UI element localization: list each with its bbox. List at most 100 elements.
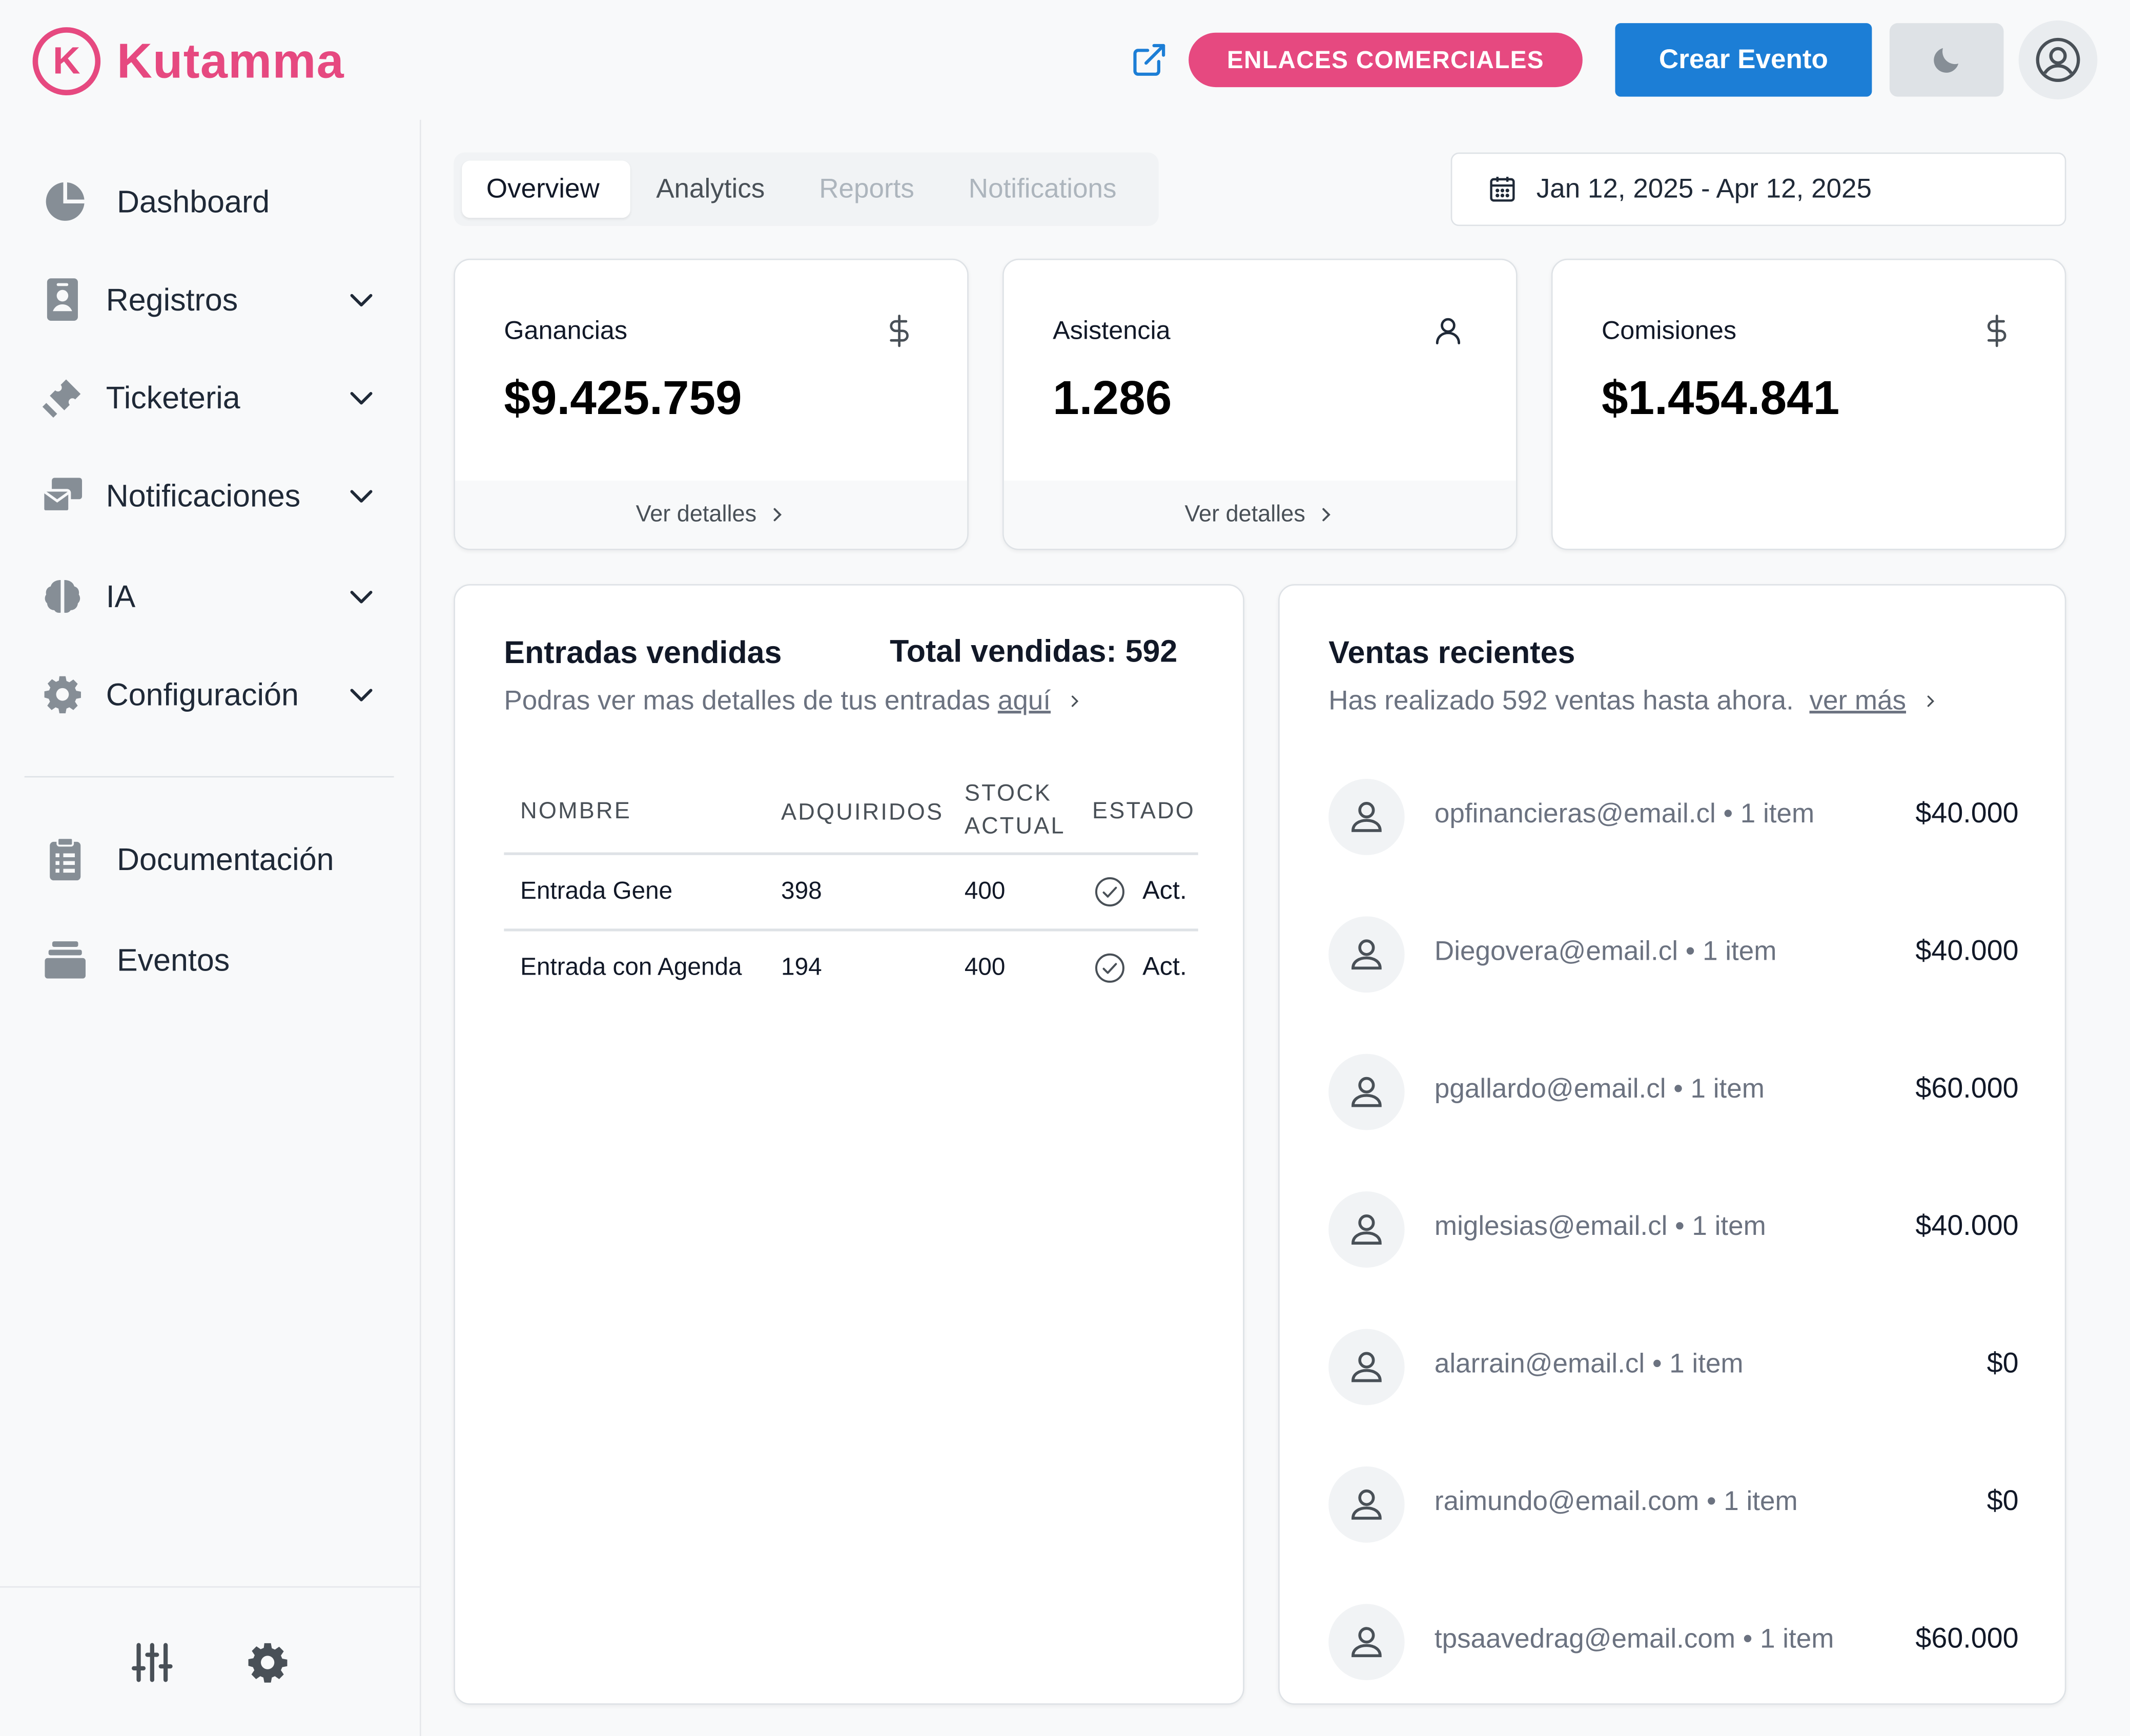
profile-button[interactable] (2018, 20, 2098, 99)
sale-list-item[interactable]: miglesias@email.cl • 1 item $40.000 (1328, 1191, 2019, 1268)
sale-email: miglesias@email.cl • 1 item (1434, 1211, 1766, 1242)
table-divider (504, 852, 1198, 855)
entradas-total: Total vendidas: 592 (890, 633, 1178, 669)
settings-gear-icon[interactable] (244, 1639, 291, 1685)
tab-reports[interactable]: Reports (819, 173, 914, 204)
avatar (1328, 1329, 1405, 1406)
user-avatar-icon (1351, 1077, 1382, 1107)
date-range-text: Jan 12, 2025 - Apr 12, 2025 (1536, 173, 1872, 204)
column-header-stock-line1: STOCK (964, 780, 1052, 807)
theme-toggle-button[interactable] (1889, 23, 2004, 97)
sale-amount: $40.000 (1915, 1210, 2019, 1242)
chevron-right-icon (1071, 695, 1079, 707)
entradas-subtitle: Podras ver mas detalles de tus entradas … (504, 686, 1082, 717)
user-avatar-icon (1351, 1489, 1382, 1520)
ver-detalles-link[interactable]: Ver detalles (455, 481, 968, 549)
status-badge: Act. (1094, 876, 1187, 908)
sale-list-item[interactable]: raimundo@email.com • 1 item $0 (1328, 1466, 2019, 1543)
sale-email: tpsaavedrag@email.com • 1 item (1434, 1624, 1834, 1655)
sidebar-item-label: Eventos (116, 941, 230, 977)
calendar-icon (1490, 177, 1515, 202)
table-divider (504, 928, 1198, 931)
gear-icon (38, 670, 87, 719)
avatar (1328, 916, 1405, 993)
sidebar-item-ticketeria[interactable]: Ticketeria (38, 373, 373, 422)
chevron-right-icon (1927, 695, 1934, 707)
ventas-card: Ventas recientes Has realizado 592 venta… (1278, 584, 2066, 1705)
sidebar-item-ia[interactable]: IA (38, 572, 373, 621)
stat-value: $9.425.759 (504, 371, 742, 425)
date-range-picker[interactable]: Jan 12, 2025 - Apr 12, 2025 (1450, 152, 2066, 226)
chevron-right-icon (773, 508, 782, 522)
sidebar-item-label: Documentación (116, 840, 334, 876)
check-circle-icon (1095, 953, 1124, 983)
sale-amount: $0 (1986, 1348, 2019, 1379)
sale-list-item[interactable]: Diegovera@email.cl • 1 item $40.000 (1328, 916, 2019, 993)
sidebar-item-label: Registros (106, 281, 238, 317)
external-link-icon[interactable] (1130, 41, 1168, 79)
sidebar-item-notificaciones[interactable]: Notificaciones (38, 471, 373, 520)
sale-email: alarrain@email.cl • 1 item (1434, 1349, 1744, 1379)
user-avatar-icon (1351, 939, 1382, 970)
tab-notifications[interactable]: Notifications (968, 173, 1117, 204)
entradas-subtitle-text: Podras ver mas detalles de tus entradas (504, 686, 991, 716)
ver-mas-link[interactable]: ver más (1809, 686, 1907, 716)
sale-amount: $60.000 (1915, 1623, 2019, 1655)
row-adquiridos: 398 (781, 877, 822, 904)
sidebar-item-configuracion[interactable]: Configuración (38, 670, 373, 719)
column-header-stock: STOCK ACTUAL (965, 777, 1066, 843)
user-avatar-icon (1351, 1214, 1382, 1245)
tab-overview[interactable]: Overview (462, 160, 630, 218)
sliders-icon[interactable] (129, 1639, 175, 1685)
brand-name: Kutamma (116, 32, 345, 89)
sale-list-item[interactable]: opfinancieras@email.cl • 1 item $40.000 (1328, 778, 2019, 855)
user-circle-icon (2036, 37, 2080, 82)
chevron-down-icon (350, 294, 373, 307)
avatar (1328, 778, 1405, 855)
user-icon (1436, 318, 1461, 345)
sale-amount: $0 (1986, 1485, 2019, 1517)
sidebar-footer (0, 1586, 421, 1736)
sidebar-item-label: IA (106, 578, 136, 614)
stat-card-comisiones: Comisiones $1.454.841 (1551, 258, 2066, 550)
ver-detalles-link[interactable]: Ver detalles (1003, 481, 1516, 549)
sale-list-item[interactable]: pgallardo@email.cl • 1 item $60.000 (1328, 1053, 2019, 1130)
enlaces-comerciales-button[interactable]: ENLACES COMERCIALES (1189, 32, 1583, 88)
stat-title: Asistencia (1053, 317, 1171, 346)
chevron-down-icon (350, 689, 373, 701)
logo-mark-icon: K (32, 27, 101, 96)
entradas-aqui-link[interactable]: aquí (997, 686, 1051, 716)
entradas-card: Entradas vendidas Total vendidas: 592 Po… (454, 584, 1244, 1705)
top-header: K Kutamma ENLACES COMERCIALES Crear Even… (0, 0, 2130, 120)
sale-amount: $40.000 (1915, 798, 2019, 830)
avatar (1328, 1191, 1405, 1268)
chevron-down-icon (350, 490, 373, 503)
tab-analytics[interactable]: Analytics (656, 173, 765, 204)
sidebar-item-registros[interactable]: Registros (38, 275, 373, 324)
ventas-subtitle: Has realizado 592 ventas hasta ahora. ve… (1328, 686, 1938, 717)
sidebar-item-eventos[interactable]: Eventos (41, 936, 230, 985)
brand-logo[interactable]: K Kutamma (32, 27, 345, 96)
sale-list-item[interactable]: tpsaavedrag@email.com • 1 item $60.000 (1328, 1604, 2019, 1681)
sidebar-item-dashboard[interactable]: Dashboard (41, 177, 270, 226)
sidebar-item-label: Notificaciones (106, 477, 301, 513)
sale-email: pgallardo@email.cl • 1 item (1434, 1074, 1765, 1105)
chevron-down-icon (350, 392, 373, 405)
sale-list-item[interactable]: alarrain@email.cl • 1 item $0 (1328, 1329, 2019, 1406)
sale-email: Diegovera@email.cl • 1 item (1434, 937, 1777, 967)
sale-email: raimundo@email.com • 1 item (1434, 1486, 1798, 1517)
status-label: Act. (1142, 953, 1187, 982)
sidebar-divider (24, 776, 394, 778)
id-badge-icon (38, 275, 87, 324)
sidebar-item-documentacion[interactable]: Documentación (41, 835, 334, 884)
stat-value: 1.286 (1053, 371, 1172, 425)
stat-title: Comisiones (1601, 317, 1737, 346)
stat-card-asistencia: Asistencia 1.286 Ver detalles (1002, 258, 1518, 550)
logo-initial: K (53, 39, 80, 82)
crear-evento-button[interactable]: Crear Evento (1615, 23, 1872, 97)
ver-detalles-label: Ver detalles (636, 501, 757, 527)
column-header-nombre: NOMBRE (520, 798, 632, 824)
status-badge: Act. (1094, 952, 1187, 984)
row-adquiridos: 194 (781, 953, 822, 981)
check-circle-icon (1095, 877, 1124, 907)
